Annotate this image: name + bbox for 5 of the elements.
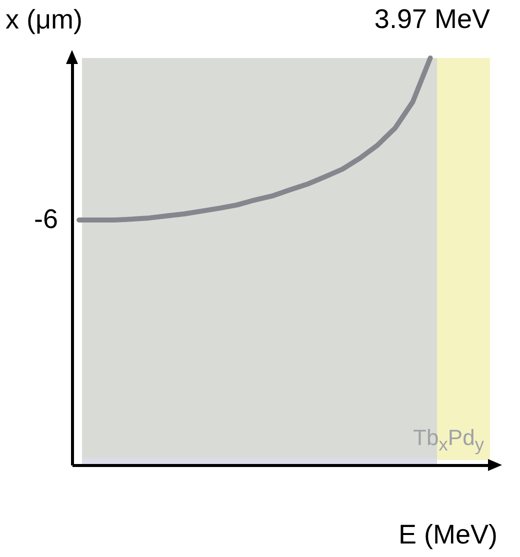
y-axis-title: x (μm) xyxy=(6,4,83,34)
text: -6 xyxy=(34,204,58,234)
annotation: 3.97 MeV xyxy=(374,4,490,34)
annotation: Tb$_{x}$Pd$_{y}$ xyxy=(413,425,484,456)
x-axis-title: E (MeV) xyxy=(398,520,498,550)
